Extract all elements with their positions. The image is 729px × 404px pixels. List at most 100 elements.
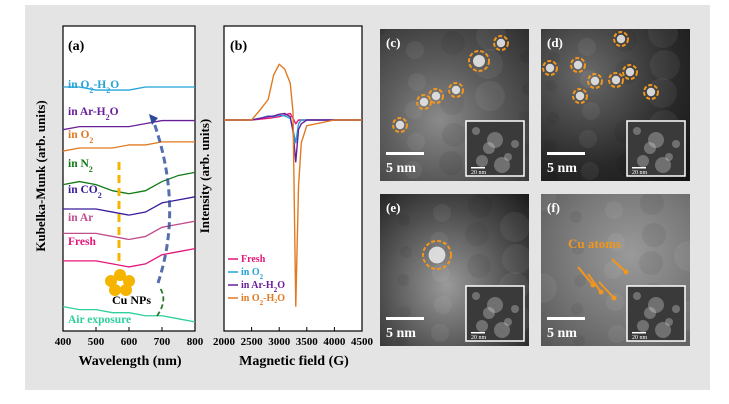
inset-texture [504, 153, 512, 161]
tem-texture [441, 31, 465, 55]
inset-texture [494, 157, 510, 173]
panel-a-curve [63, 196, 196, 216]
inset-texture [644, 142, 656, 154]
tem-texture [578, 38, 596, 56]
panel-a-xtick-label: 700 [154, 336, 171, 348]
inset-texture [665, 153, 673, 161]
scale-bar [547, 152, 585, 155]
inset-texture [511, 140, 519, 148]
treatment-arrow [150, 116, 172, 284]
tem-texture [640, 194, 664, 215]
nanoparticle-highlight-circle [428, 88, 444, 104]
tem-texture [574, 275, 586, 287]
tem-texture [605, 201, 623, 219]
cu-nanoparticle [575, 91, 585, 101]
panel-a-xtick-label: 600 [121, 336, 138, 348]
panel-b-legend-entry: in O2 [241, 267, 264, 281]
tem-texture [547, 112, 559, 124]
inset-image [626, 120, 686, 177]
cu-nanoparticle [395, 120, 405, 130]
cu-atom-arrow-head [623, 269, 629, 275]
cu-nanoparticle [419, 97, 429, 107]
tem-texture [502, 244, 529, 274]
nanoparticle-highlight-circle [643, 84, 659, 100]
nanoparticle-highlight-circle [608, 72, 624, 88]
inset-texture [472, 127, 480, 135]
tem-texture [545, 80, 557, 92]
tem-texture [608, 325, 626, 343]
inset-texture [637, 155, 649, 167]
inset-scale-label: 20 nm [632, 170, 648, 176]
nanoparticle-highlight-circle [468, 50, 490, 72]
tem-texture [396, 334, 408, 346]
inset-texture [655, 322, 671, 338]
tem-texture [397, 274, 409, 286]
panel-a-xlabel: Wavelength (nm) [78, 354, 181, 369]
tem-texture [432, 264, 450, 282]
panel-b-ylabel: Intensity (arb. units) [197, 119, 212, 234]
tem-texture [579, 130, 597, 148]
inset-image [465, 285, 525, 342]
nanoparticle-highlight-circle [392, 117, 408, 133]
inset-scale-label: 20 nm [471, 170, 487, 176]
cu-nanoparticle [473, 55, 485, 67]
panel-a-curve-label: in O2-H2O [68, 79, 119, 95]
panel-a-curve [63, 248, 196, 268]
scale-bar-label: 5 nm [547, 326, 577, 341]
panel-b-label: (b) [230, 39, 247, 54]
tem-texture [434, 296, 452, 314]
cu-nanoparticle [431, 91, 441, 101]
cu-atoms-label: Cu atoms [568, 236, 621, 251]
panel-a-label: (a) [68, 39, 85, 54]
tem-texture [398, 214, 410, 226]
panel-a-xtick-label: 500 [88, 336, 105, 348]
tem-panel-label: (e) [386, 200, 400, 215]
panel-b-legend-entry: Fresh [241, 254, 266, 265]
panel-a-ylabel: Kubelka-Munk (arb. units) [33, 100, 48, 251]
inset-texture [672, 305, 680, 313]
cu-atom-arrow-head [598, 289, 604, 295]
tem-texture [606, 293, 624, 311]
panel-a-curve-label: in O2 [68, 129, 93, 145]
inset-texture [633, 127, 641, 135]
panel-b-xtick-label: 4500 [351, 336, 374, 348]
inset-texture [648, 132, 664, 148]
inset-texture [487, 297, 503, 313]
tem-texture [546, 172, 558, 181]
inset-texture [487, 132, 503, 148]
inset-scale-bar [632, 332, 646, 334]
cu-atom-arrow-head [611, 295, 617, 301]
tem-texture [642, 223, 666, 247]
inset-texture [494, 322, 510, 338]
inset-texture [665, 318, 673, 326]
tem-texture [500, 212, 529, 242]
panel-b-legend-entry: in O2-H₂O [241, 293, 285, 307]
tem-texture [674, 241, 690, 271]
tem-texture [519, 111, 529, 123]
tem-panel-svg: (c) 5 nm 20 nm [380, 29, 529, 179]
inset-texture [476, 320, 488, 332]
treatment-arrow-head [149, 114, 158, 125]
inset-image [626, 285, 686, 342]
panel-a-curve [62, 171, 196, 195]
inset-texture [644, 307, 656, 319]
tem-texture [400, 246, 412, 258]
cu-nanoparticle [496, 38, 506, 48]
tem-texture [522, 83, 529, 95]
cu-nanoparticle [625, 67, 635, 77]
tem-texture [570, 211, 582, 223]
inset-texture [483, 142, 495, 154]
nanoparticle-highlight-circle [572, 88, 588, 104]
tem-texture [581, 162, 599, 180]
tem-texture [404, 161, 422, 179]
tem-panel-label: (d) [547, 35, 563, 50]
tem-texture [475, 81, 505, 111]
inset-texture [655, 157, 671, 173]
tem-panel-label: (f) [547, 200, 560, 215]
tem-texture [407, 133, 425, 151]
panel-b-xtick-label: 3000 [268, 336, 291, 348]
inset-scale-bar [471, 332, 485, 334]
nanoparticle-highlight-circle [448, 82, 464, 98]
scale-bar-label: 5 nm [547, 161, 577, 176]
